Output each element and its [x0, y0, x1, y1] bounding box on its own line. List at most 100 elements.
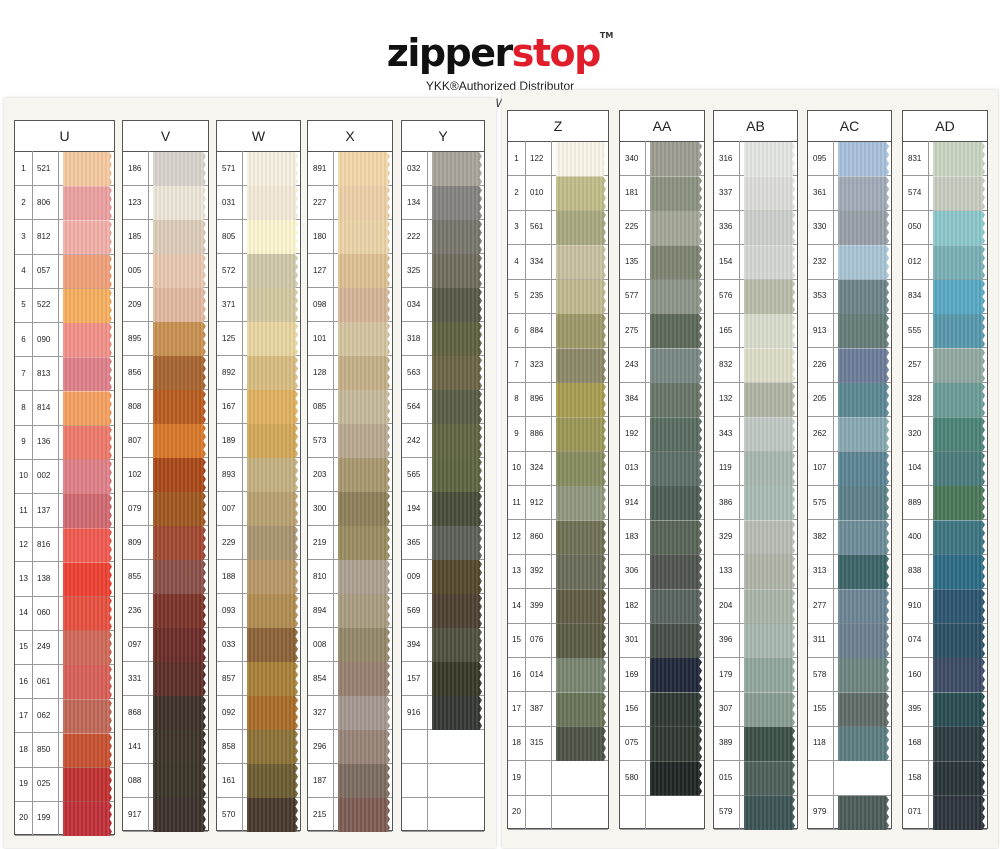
- color-row: 215: [308, 797, 392, 832]
- color-code: 394: [402, 627, 428, 661]
- row-number: 6: [15, 322, 33, 357]
- color-code: 812: [32, 219, 59, 254]
- color-row: 301: [620, 622, 704, 658]
- color-row: 389: [714, 725, 797, 762]
- column-header: U: [15, 121, 114, 152]
- zipper-swatch: [838, 279, 889, 314]
- color-code: 128: [308, 355, 334, 389]
- color-row: 085: [308, 389, 392, 424]
- color-code: 079: [123, 491, 149, 525]
- zipper-swatch: [556, 554, 606, 590]
- color-code: 396: [714, 622, 740, 657]
- zipper-swatch: [933, 176, 985, 211]
- color-row: 306: [620, 553, 704, 590]
- color-code: 235: [525, 278, 552, 313]
- color-code: 033: [217, 627, 243, 661]
- color-code: 323: [525, 347, 552, 382]
- color-code: 400: [903, 519, 929, 554]
- color-row: 189: [217, 423, 300, 458]
- color-code: 137: [32, 493, 59, 528]
- color-code: 892: [217, 355, 243, 389]
- zipper-swatch: [432, 220, 482, 254]
- color-code: 232: [808, 244, 834, 279]
- color-row: [620, 794, 704, 830]
- zipper-swatch: [933, 245, 985, 280]
- zipper-swatch: [838, 176, 889, 211]
- color-row: 572: [217, 253, 300, 288]
- zipper-swatch: [247, 152, 298, 186]
- row-number: 5: [15, 287, 33, 322]
- color-code: 141: [123, 729, 149, 763]
- color-code: 157: [402, 661, 428, 695]
- zipper-swatch: [744, 245, 795, 280]
- row-number: 13: [508, 553, 526, 589]
- color-code: 868: [123, 695, 149, 729]
- color-row: 340: [620, 141, 704, 177]
- zipper-swatch: [744, 658, 795, 693]
- color-row: 19: [508, 760, 608, 796]
- zipper-swatch: [838, 348, 889, 383]
- color-row: 262: [808, 416, 891, 452]
- color-code: 188: [217, 559, 243, 593]
- zipper-swatch: [338, 798, 390, 832]
- color-code: 107: [808, 450, 834, 485]
- row-number: 8: [508, 381, 526, 417]
- color-code: [808, 760, 834, 795]
- color-row: 183: [620, 519, 704, 555]
- zipper-swatch: [650, 314, 702, 349]
- zipper-swatch: [933, 589, 985, 624]
- color-row: 194: [402, 491, 484, 526]
- color-code: 813: [32, 356, 59, 391]
- color-row: 168: [903, 725, 987, 762]
- zipper-swatch: [744, 520, 795, 555]
- color-row: 179: [714, 657, 797, 693]
- row-number: 7: [15, 356, 33, 391]
- color-code: 330: [808, 209, 834, 245]
- zipper-swatch: [153, 220, 206, 254]
- color-row: 9 136: [15, 424, 114, 460]
- zipper-swatch: [933, 382, 985, 418]
- zipper-swatch: [338, 424, 390, 458]
- zipper-swatch: [556, 245, 606, 280]
- color-code: 205: [808, 381, 834, 417]
- color-code: 156: [620, 691, 646, 726]
- color-row: 074: [903, 622, 987, 658]
- color-code: 095: [808, 141, 834, 176]
- color-code: 561: [525, 209, 552, 245]
- color-code: 277: [808, 588, 834, 623]
- zipper-swatch: [650, 279, 702, 314]
- color-row: 573: [308, 423, 392, 458]
- zipper-swatch: [153, 390, 206, 424]
- color-row: [402, 729, 484, 764]
- zipper-swatch: [247, 492, 298, 526]
- row-number: 9: [508, 416, 526, 451]
- row-number: 17: [508, 691, 526, 726]
- color-row: 365: [402, 525, 484, 560]
- color-row: 14 060: [15, 595, 114, 631]
- color-code: 891: [308, 151, 334, 185]
- color-code: 857: [217, 661, 243, 695]
- color-code: 015: [714, 760, 740, 795]
- color-row: 182: [620, 588, 704, 624]
- zipper-swatch: [838, 692, 889, 727]
- color-code: [525, 794, 552, 829]
- color-code: 300: [308, 491, 334, 525]
- color-row: 832: [714, 347, 797, 383]
- color-code: 384: [620, 381, 646, 417]
- zipper-swatch: [153, 492, 206, 526]
- column-header: Y: [402, 121, 484, 152]
- color-row: 325: [402, 253, 484, 288]
- row-number: 18: [508, 725, 526, 761]
- color-row: 135: [620, 244, 704, 280]
- color-code: 204: [714, 588, 740, 623]
- color-column-ab: AB 316 337 336 154 576 165 832 132 343 119 386 329 13…: [713, 110, 798, 830]
- color-row: 320: [903, 416, 987, 452]
- zipper-swatch: [338, 764, 390, 798]
- tagline: YKK®Authorized Distributor: [425, 79, 575, 93]
- color-row: 13 392: [508, 553, 608, 590]
- color-code: 134: [402, 185, 428, 219]
- color-code: 008: [308, 627, 334, 661]
- color-code: 127: [308, 253, 334, 287]
- row-number: 12: [508, 519, 526, 554]
- color-row: 203: [308, 457, 392, 492]
